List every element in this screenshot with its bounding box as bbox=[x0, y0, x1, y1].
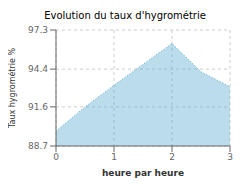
html-text:Evolution du taux d'hygrométri: Evolution du taux d'hygrométrie bbox=[44, 10, 206, 21]
svg-text:88.7: 88.7 bbox=[28, 141, 48, 151]
svg-text:Taux hygrométrie %: Taux hygrométrie % bbox=[8, 48, 17, 130]
svg-text:heure par heure: heure par heure bbox=[102, 168, 184, 178]
svg-text:0: 0 bbox=[53, 152, 59, 162]
svg-text:91.6: 91.6 bbox=[28, 102, 48, 112]
svg-text:1: 1 bbox=[111, 152, 117, 162]
svg-text:94.4: 94.4 bbox=[28, 64, 48, 74]
svg-text:97.3: 97.3 bbox=[28, 25, 48, 35]
svg-text:3: 3 bbox=[227, 152, 233, 162]
svg-text:2: 2 bbox=[169, 152, 175, 162]
